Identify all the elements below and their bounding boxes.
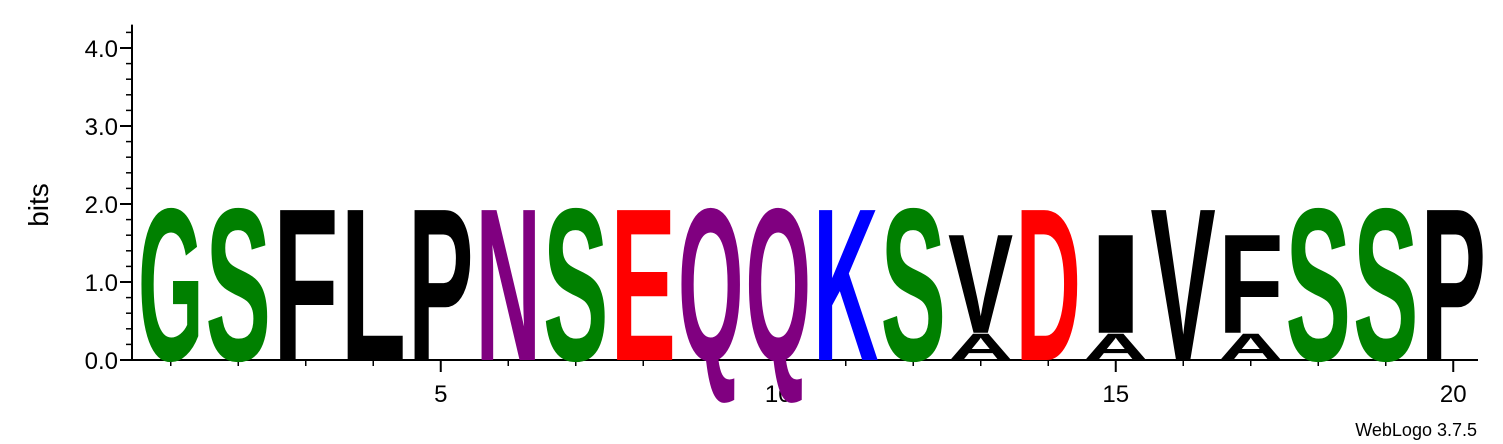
- logo-letter-G-pos-1: G: [138, 162, 203, 406]
- logo-letter-F-pos-3: F: [273, 165, 338, 407]
- weblogo-credit: WebLogo 3.7.5: [1355, 420, 1477, 440]
- logo-letter-V-pos-13: V: [948, 205, 1013, 363]
- logo-letter-F-pos-17: F: [1218, 204, 1283, 363]
- logo-letter-P-pos-20: P: [1421, 163, 1486, 407]
- logo-letter-K-pos-11: K: [813, 164, 878, 407]
- logo-letter-S-pos-2: S: [206, 163, 271, 407]
- x-tick-label: 10: [765, 381, 792, 408]
- y-tick-label: 1.0: [85, 270, 118, 297]
- logo-letter-I-pos-15: I: [1083, 205, 1148, 363]
- logo-letter-E-pos-8: E: [611, 163, 676, 407]
- logo-letter-Q-pos-9: Q: [678, 162, 743, 406]
- logo-letter-A-pos-13: A: [948, 325, 1013, 368]
- logo-letter-S-pos-12: S: [881, 163, 946, 407]
- logo-letter-V-pos-16: V: [1151, 163, 1216, 407]
- logo-letter-S-pos-7: S: [543, 163, 608, 407]
- y-tick-label: 2.0: [85, 192, 118, 219]
- logo-letter-D-pos-14: D: [1016, 164, 1081, 407]
- logo-letter-Q-pos-10: Q: [746, 162, 811, 406]
- logo-letter-A-pos-17: A: [1218, 325, 1283, 368]
- logo-letter-L-pos-4: L: [341, 165, 406, 407]
- y-tick-label: 0.0: [85, 348, 118, 375]
- y-tick-label: 3.0: [85, 114, 118, 141]
- x-tick-label: 15: [1102, 381, 1129, 408]
- y-tick-label: 4.0: [85, 36, 118, 63]
- logo-letter-A-pos-15: A: [1083, 325, 1148, 368]
- logo-letter-P-pos-5: P: [408, 163, 473, 407]
- logo-letter-N-pos-6: N: [476, 164, 541, 407]
- logo-letter-S-pos-18: S: [1286, 163, 1351, 407]
- x-axis: 5 10 15 20: [132, 359, 1478, 408]
- logo-stacks: G S F L P N S E Q Q K S AV D AI V AF S S P: [138, 162, 1486, 407]
- y-axis-label: bits: [23, 183, 54, 227]
- x-tick-label: 20: [1440, 381, 1467, 408]
- logo-letter-S-pos-19: S: [1353, 163, 1418, 407]
- x-tick-label: 5: [434, 381, 447, 408]
- y-axis: 0.0 1.0 2.0 3.0 4.0: [85, 24, 133, 375]
